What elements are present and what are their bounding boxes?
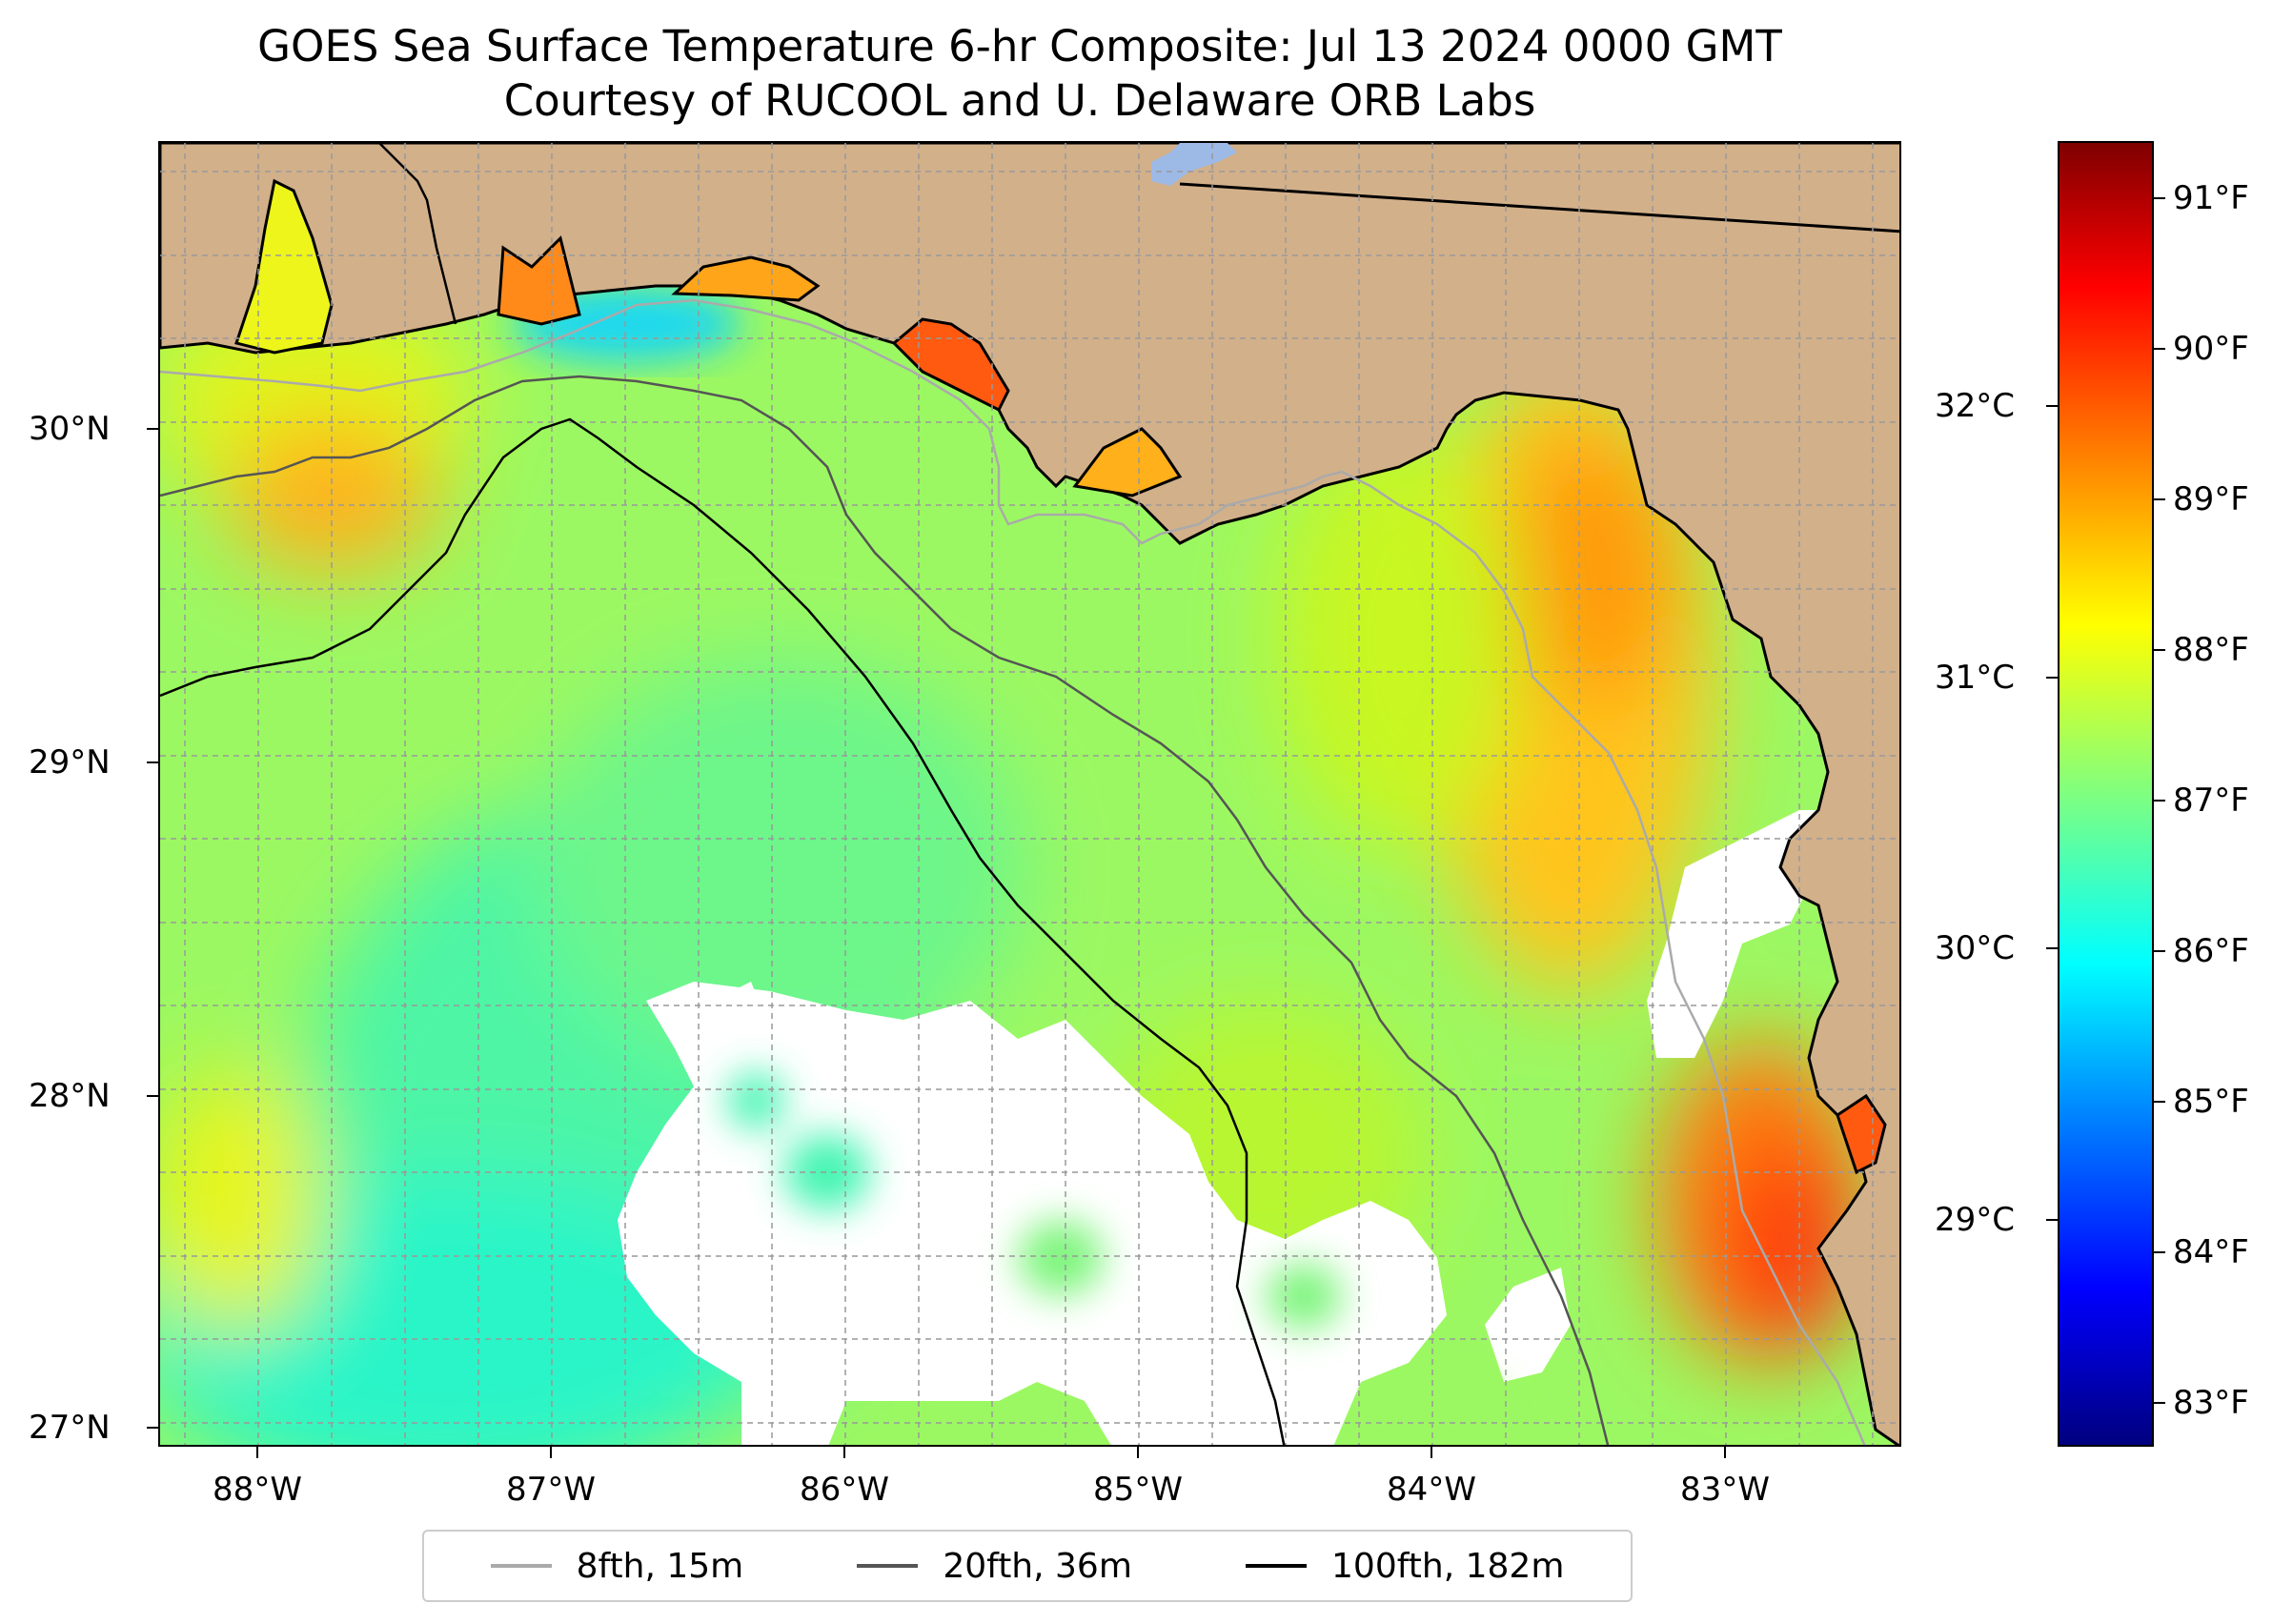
sst-mid-patch xyxy=(532,658,1027,1077)
map-title: GOES Sea Surface Temperature 6-hr Compos… xyxy=(257,21,1782,71)
cb-f-label-84: 84°F xyxy=(2173,1233,2249,1271)
contour-8fth xyxy=(160,298,1866,1445)
cb-c-tick-32 xyxy=(2046,405,2058,407)
lon-label-84: 84°W xyxy=(1387,1471,1476,1509)
lat-label-29: 29°N xyxy=(29,743,111,782)
legend-label-8fth: 8fth, 15m xyxy=(576,1546,744,1586)
cb-c-label-31: 31°C xyxy=(1935,659,2016,697)
lon-tick-87 xyxy=(550,1447,552,1458)
lon-label-87: 87°W xyxy=(506,1471,596,1509)
cool-island-2 xyxy=(727,1072,784,1129)
lon-label-85: 85°W xyxy=(1093,1471,1183,1509)
lon-tick-83 xyxy=(1724,1447,1726,1458)
green-island-3 xyxy=(1428,1382,1504,1439)
cb-f-tick-87 xyxy=(2154,800,2165,802)
cb-f-tick-84 xyxy=(2154,1251,2165,1253)
lat-label-28: 28°N xyxy=(29,1077,111,1115)
lat-label-30: 30°N xyxy=(29,410,111,448)
bay-choctawhatchee xyxy=(671,255,821,302)
lat-tick-27 xyxy=(147,1427,158,1429)
cb-f-tick-83 xyxy=(2154,1402,2165,1404)
legend-item-20fth: 20fth, 36m xyxy=(857,1547,1132,1586)
cb-f-label-89: 89°F xyxy=(2173,480,2249,518)
bay-st-andrew xyxy=(891,317,1010,413)
cb-f-tick-85 xyxy=(2154,1101,2165,1103)
lon-tick-84 xyxy=(1431,1447,1432,1458)
cb-c-tick-29 xyxy=(2046,1219,2058,1221)
lon-label-83: 83°W xyxy=(1680,1471,1770,1509)
gridlines xyxy=(160,143,1899,1445)
sst-warm-patch-sw xyxy=(160,1067,322,1334)
lon-tick-88 xyxy=(256,1447,258,1458)
cb-f-label-88: 88°F xyxy=(2173,631,2249,669)
bay-mobile xyxy=(234,178,334,355)
legend-item-8fth: 8fth, 15m xyxy=(490,1546,744,1586)
cb-f-tick-90 xyxy=(2154,348,2165,350)
legend-label-100fth: 100fth, 182m xyxy=(1331,1546,1565,1586)
cb-c-tick-30 xyxy=(2046,947,2058,949)
cb-f-label-87: 87°F xyxy=(2173,782,2249,820)
cb-c-label-30: 30°C xyxy=(1935,929,2016,967)
map-subtitle: Courtesy of RUCOOL and U. Delaware ORB L… xyxy=(503,75,1536,126)
legend-item-100fth: 100fth, 182m xyxy=(1246,1547,1564,1586)
green-island-1 xyxy=(1018,1220,1104,1296)
cb-f-label-83: 83°F xyxy=(2173,1384,2249,1422)
state-border-west xyxy=(378,143,457,325)
lon-label-88: 88°W xyxy=(213,1471,302,1509)
bay-apalachicola xyxy=(1072,427,1183,497)
nodata-large-south xyxy=(618,982,1447,1445)
legend-label-20fth: 20fth, 36m xyxy=(943,1546,1132,1586)
nodata-west-hole xyxy=(713,982,770,1086)
state-border xyxy=(1179,182,1899,233)
cb-f-tick-86 xyxy=(2154,950,2165,952)
lat-label-27: 27°N xyxy=(29,1409,111,1447)
green-island-2 xyxy=(1266,1263,1342,1330)
cb-c-label-29: 29°C xyxy=(1935,1201,2016,1239)
cb-f-label-85: 85°F xyxy=(2173,1083,2249,1121)
lat-tick-30 xyxy=(147,428,158,430)
sst-hottest-patch xyxy=(1723,1144,1857,1353)
sst-map xyxy=(158,141,1901,1447)
legend-line-100fth xyxy=(1246,1564,1308,1568)
cb-f-label-86: 86°F xyxy=(2173,932,2249,970)
cool-island-1 xyxy=(784,1134,870,1210)
legend-line-20fth xyxy=(857,1564,919,1568)
contour-legend: 8fth, 15m 20fth, 36m 100fth, 182m xyxy=(422,1530,1633,1602)
lat-tick-28 xyxy=(147,1095,158,1097)
colorbar xyxy=(2058,141,2154,1447)
lake xyxy=(1151,143,1237,186)
cb-c-label-32: 32°C xyxy=(1935,387,2016,425)
sst-hot-patch-nw xyxy=(227,419,436,572)
lon-tick-85 xyxy=(1137,1447,1139,1458)
sst-map-canvas xyxy=(160,143,1899,1445)
lon-tick-86 xyxy=(843,1447,845,1458)
cb-f-label-91: 91°F xyxy=(2173,179,2249,217)
cb-f-tick-91 xyxy=(2154,197,2165,199)
cb-c-tick-31 xyxy=(2046,677,2058,679)
bay-pensacola xyxy=(497,235,581,326)
lon-label-86: 86°W xyxy=(800,1471,889,1509)
cool-islands xyxy=(727,1072,1504,1439)
sst-yellowish-band xyxy=(1275,429,1523,848)
contour-100fth xyxy=(160,417,1286,1445)
cb-f-tick-88 xyxy=(2154,649,2165,651)
lat-tick-29 xyxy=(147,761,158,763)
contour-20fth xyxy=(160,375,1610,1445)
cb-f-tick-89 xyxy=(2154,498,2165,500)
legend-line-8fth xyxy=(490,1564,552,1568)
cb-f-label-90: 90°F xyxy=(2173,330,2249,368)
